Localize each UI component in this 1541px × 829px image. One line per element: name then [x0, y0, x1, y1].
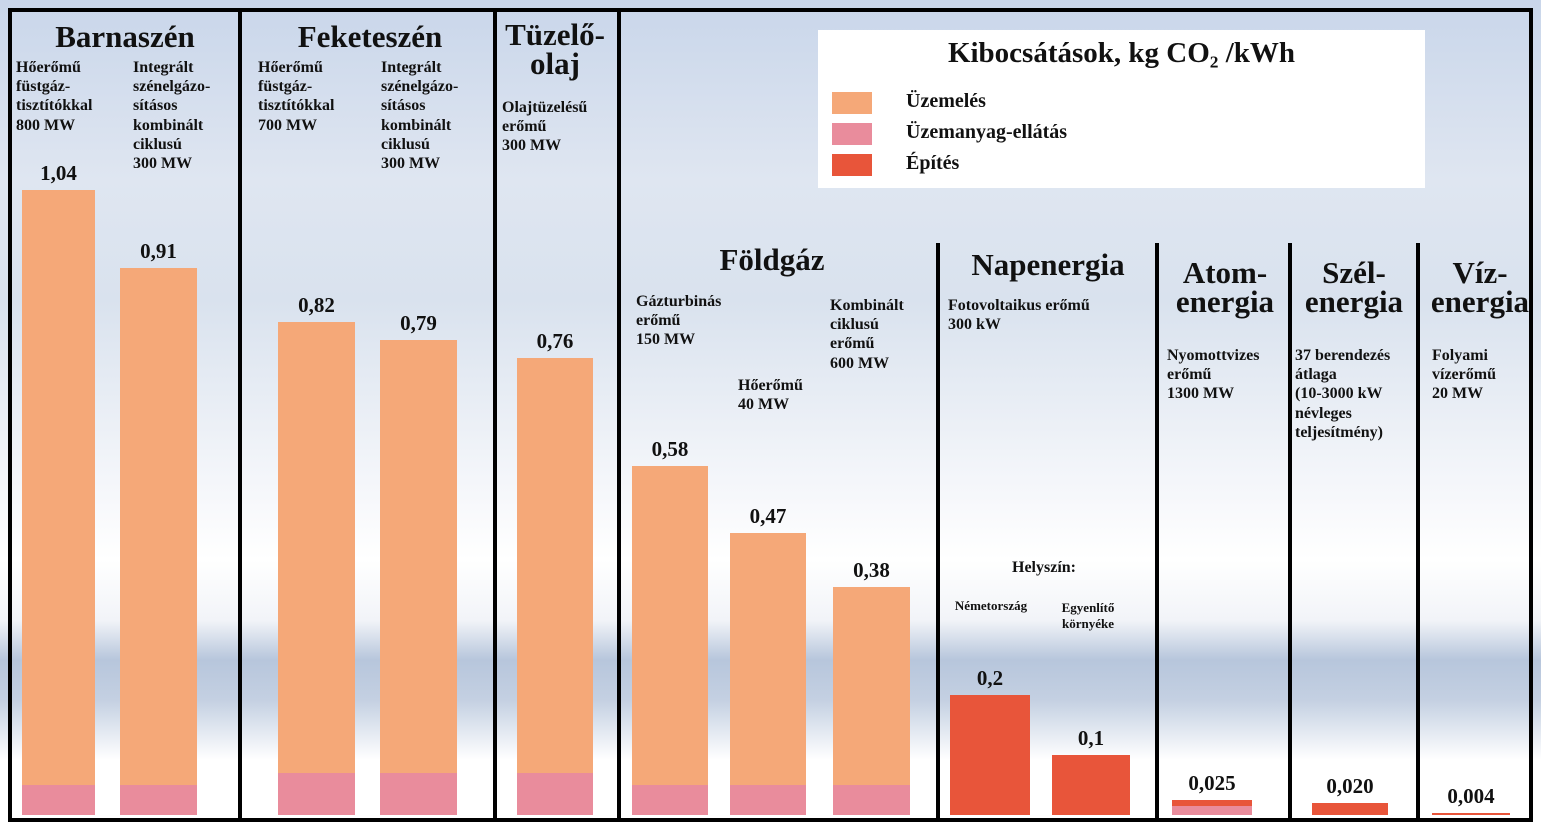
total-label: 0,020: [1326, 773, 1374, 798]
category-label: Integrált szénelgázo- sításos kombinált …: [381, 59, 459, 172]
group-title: Földgáz: [719, 242, 825, 277]
bar-segment: [730, 532, 806, 785]
bar-segment: [632, 784, 708, 815]
bar-segment: [1312, 802, 1388, 815]
category-label: Gázturbinás erőmű 150 MW: [636, 293, 722, 349]
legend-title: Kibocsátások, kg CO₂ /kWh: [947, 37, 1296, 69]
category-label: Kombinált ciklusú erőmű 600 MW: [830, 297, 904, 372]
bar-segment: [278, 772, 355, 815]
group-title: Feketeszén: [297, 19, 443, 54]
bar-segment: [1052, 754, 1130, 815]
bar-segment: [380, 772, 457, 815]
total-label: 0,76: [536, 329, 574, 354]
group-subtitle: Fotovoltaikus erőmű 300 kW: [948, 297, 1090, 334]
separator: [1416, 243, 1420, 818]
category-label: Hőerőmű 40 MW: [738, 377, 803, 414]
bar-segment: [632, 466, 708, 785]
category-label: Hőerőmű füstgáz- tisztítókkal 700 MW: [258, 59, 335, 134]
bar-segment: [950, 694, 1030, 815]
bar-segment: [1172, 799, 1252, 806]
total-label: 0,025: [1188, 770, 1236, 795]
bar-segment: [517, 358, 593, 773]
bar-segment: [120, 268, 197, 785]
legend-label: Építés: [906, 152, 960, 174]
legend-label: Üzemanyag-ellátás: [906, 121, 1068, 143]
total-label: 0,79: [400, 311, 437, 336]
group-title: Tüzelő- olaj: [505, 17, 605, 82]
legend-swatch: [832, 92, 872, 114]
total-label: 0,58: [651, 437, 689, 462]
total-label: 0,004: [1447, 783, 1495, 808]
category-label: 37 berendezés átlaga (10-3000 kW névlege…: [1295, 347, 1391, 441]
total-label: 1,04: [40, 160, 77, 185]
group-note: Helyszín:: [1012, 559, 1076, 576]
bar-segment: [730, 784, 806, 815]
group-title: Napenergia: [971, 247, 1125, 282]
bar-segment: [833, 586, 910, 785]
separator: [1288, 243, 1292, 818]
total-label: 0,82: [298, 293, 335, 318]
bar-segment: [1432, 812, 1510, 815]
group-title: Víz- energia: [1430, 255, 1530, 320]
bar-segment: [120, 784, 197, 815]
separator: [1155, 243, 1159, 818]
separator: [238, 12, 242, 818]
category-label: Nyomottvizes erőmű 1300 MW: [1167, 347, 1260, 403]
bar-segment: [278, 322, 355, 773]
bar-segment: [833, 784, 910, 815]
bar-segment: [22, 189, 95, 785]
total-label: 0,38: [853, 557, 890, 582]
total-label: 0,91: [140, 239, 177, 264]
total-label: 0,2: [976, 665, 1004, 690]
legend: Kibocsátások, kg CO₂ /kWh Üzemelés Üzeman…: [818, 30, 1425, 188]
separator: [617, 12, 621, 818]
frame: [8, 8, 1533, 822]
legend-swatch: [832, 154, 872, 176]
bar-segment: [517, 772, 593, 815]
legend-swatch: [832, 123, 872, 145]
group-title: Atom- energia: [1175, 255, 1275, 320]
category-label: Integrált szénelgázo- sításos kombinált …: [133, 59, 211, 172]
legend-label: Üzemelés: [906, 90, 986, 112]
bar-segment: [22, 784, 95, 815]
bar-segment: [380, 340, 457, 773]
total-label: 0,1: [1077, 725, 1105, 750]
separator: [493, 12, 497, 818]
group-title: Szél- energia: [1304, 255, 1404, 320]
group-title: Barnaszén: [55, 19, 195, 54]
total-label: 0,47: [749, 503, 787, 528]
category-label: Folyami vízerőmű 20 MW: [1432, 347, 1496, 403]
category-label: Németország: [954, 598, 1028, 613]
category-label: Hőerőmű füstgáz- tisztítókkal 800 MW: [16, 59, 93, 134]
category-label: Olajtüzelésű erőmű 300 MW: [502, 99, 588, 155]
category-label: Egyenlítő környéke: [1061, 600, 1115, 631]
bar-segment: [1172, 805, 1252, 815]
separator: [936, 243, 940, 818]
